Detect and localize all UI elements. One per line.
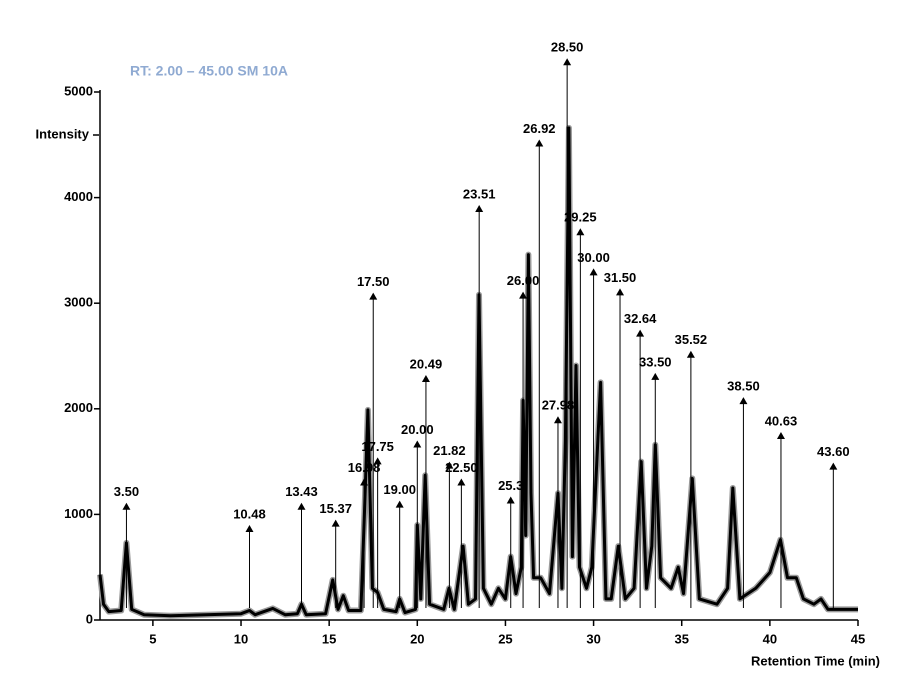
annotation-label: 17.75 — [361, 439, 394, 454]
trace — [98, 126, 858, 618]
annotation-label: 16.98 — [348, 460, 381, 475]
annotation-arrow — [395, 500, 404, 508]
annotation-arrow — [506, 496, 515, 504]
annotation-label: 31.50 — [604, 270, 637, 285]
annotation-arrow — [686, 350, 695, 358]
annotation-label: 25.3 — [498, 478, 523, 493]
annotation-arrow — [445, 461, 454, 469]
annotation-arrow — [616, 288, 625, 296]
annotation-label: 20.00 — [401, 422, 434, 437]
annotation-label: 19.00 — [383, 482, 416, 497]
annotation-label: 21.82 — [433, 443, 466, 458]
annotation-arrow — [563, 58, 572, 66]
annotation-label: 43.60 — [817, 444, 850, 459]
annotation-arrow — [245, 524, 254, 532]
x-tick-label: 40 — [763, 631, 777, 646]
annotation-label: 32.64 — [624, 311, 657, 326]
y-tick-label: 5000 — [64, 83, 93, 98]
annotation-label: 28.50 — [551, 40, 584, 55]
annotation-arrow — [297, 502, 306, 510]
y-tick-label: 2000 — [64, 400, 93, 415]
y-tick-label: 3000 — [64, 295, 93, 310]
annotation-arrow — [360, 478, 369, 486]
x-tick-label: 20 — [410, 631, 424, 646]
annotation-arrow — [369, 292, 378, 300]
y-tick-label: 1000 — [64, 506, 93, 521]
annotation-arrow — [589, 268, 598, 276]
annotation-arrow — [651, 372, 660, 380]
x-tick-label: 10 — [234, 631, 248, 646]
x-tick-label: 45 — [851, 631, 865, 646]
annotation-label: 26.00 — [507, 273, 540, 288]
annotation-arrow — [413, 440, 422, 448]
annotation-label: 15.37 — [319, 501, 352, 516]
x-axis-label: Retention Time (min) — [751, 653, 880, 668]
annotation-arrow — [331, 519, 340, 527]
y-tick-label: 0 — [86, 611, 93, 626]
annotation-label: 3.50 — [114, 484, 139, 499]
y-tick-label: 4000 — [64, 189, 93, 204]
annotation-arrow — [475, 204, 484, 212]
x-tick-label: 35 — [674, 631, 688, 646]
annotation-arrow — [576, 228, 585, 236]
annotation-arrow — [636, 329, 645, 337]
annotation-arrow — [535, 139, 544, 147]
annotation-label: 17.50 — [357, 274, 390, 289]
annotation-label: 30.00 — [577, 250, 610, 265]
annotation-arrow — [457, 478, 466, 486]
x-tick-label: 15 — [322, 631, 336, 646]
annotation-arrow — [421, 375, 430, 383]
annotation-label: 33.50 — [639, 354, 672, 369]
annotation-arrow — [553, 416, 562, 424]
chart-title: RT: 2.00 – 45.00 SM 10A — [130, 63, 288, 79]
annotation-label: 23.51 — [463, 186, 496, 201]
annotation-label: 13.43 — [285, 484, 318, 499]
annotation-arrow — [776, 432, 785, 440]
annotation-label: 27.98 — [542, 398, 575, 413]
annotation-arrow — [829, 462, 838, 470]
annotation-label: 38.50 — [727, 379, 760, 394]
annotation-label: 40.63 — [765, 413, 798, 428]
x-tick-label: 30 — [586, 631, 600, 646]
annotation-arrow — [373, 457, 382, 465]
annotation-label: 20.49 — [410, 356, 443, 371]
annotation-arrow — [519, 291, 528, 299]
annotation-label: 22.50 — [445, 460, 478, 475]
y-axis-label: Intensity — [36, 126, 90, 141]
annotation-label: 29.25 — [564, 210, 597, 225]
x-tick-label: 5 — [149, 631, 156, 646]
annotation-label: 26.92 — [523, 121, 556, 136]
annotation-arrow — [739, 397, 748, 405]
annotation-label: 35.52 — [675, 332, 708, 347]
annotation-arrow — [122, 502, 131, 510]
x-tick-label: 25 — [498, 631, 512, 646]
annotation-label: 10.48 — [233, 506, 266, 521]
